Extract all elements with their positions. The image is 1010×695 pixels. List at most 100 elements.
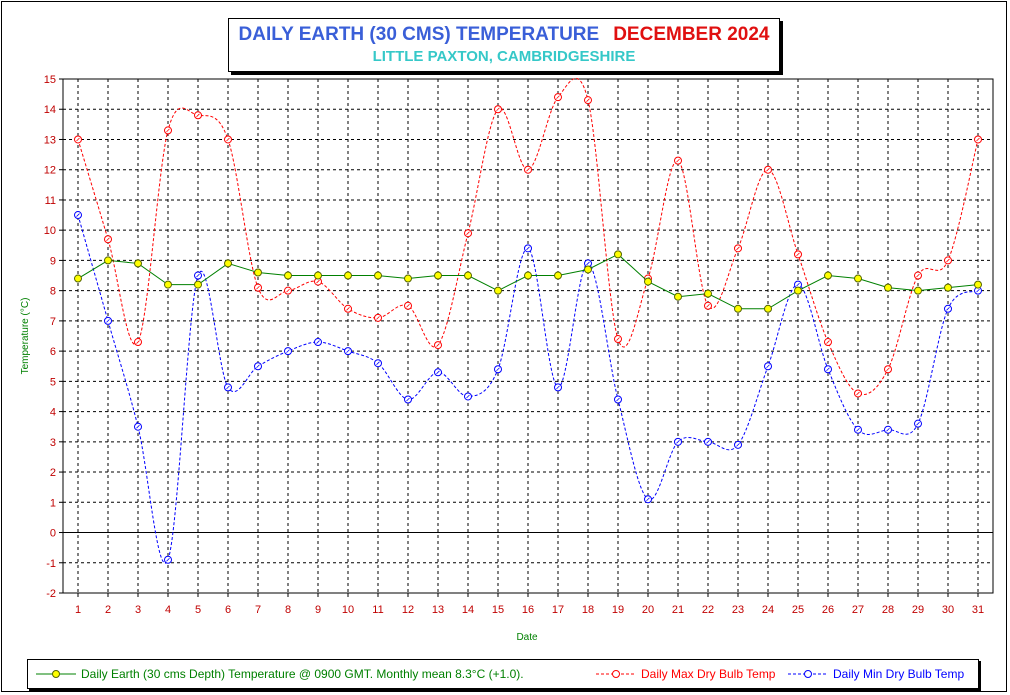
data-point-mark-max	[856, 391, 860, 396]
x-tick-label: 27	[852, 604, 864, 616]
data-point-earth	[794, 286, 802, 295]
y-tick-label: 0	[50, 528, 56, 540]
data-point-mark-min	[526, 246, 530, 251]
data-point-mark-max	[736, 246, 740, 251]
data-point-mark-min	[586, 261, 590, 266]
data-point-mark-min	[916, 421, 920, 426]
x-tick-label: 28	[882, 604, 894, 616]
data-point-mark-min	[106, 319, 110, 323]
y-tick-label: 9	[50, 255, 56, 267]
x-tick-label: 12	[402, 604, 414, 616]
data-point-earth	[524, 271, 532, 280]
data-point-mark-max	[106, 237, 110, 242]
data-point-earth	[614, 250, 622, 259]
x-tick-label: 31	[972, 604, 984, 616]
data-point-mark-max	[616, 337, 620, 341]
data-point-mark-min	[346, 349, 350, 353]
data-point-mark-min	[826, 367, 830, 372]
x-tick-label: 17	[552, 604, 564, 616]
x-tick-label: 8	[285, 604, 291, 616]
data-point-earth	[704, 289, 712, 298]
chart-title-month: DECEMBER 2024	[613, 24, 770, 45]
data-point-mark-min	[316, 340, 320, 344]
data-point-earth	[194, 280, 202, 289]
data-point-earth	[884, 283, 892, 292]
x-tick-label: 16	[522, 604, 534, 616]
data-point-earth	[314, 271, 322, 280]
y-tick-label: 7	[50, 316, 56, 328]
data-point-mark-max	[376, 316, 380, 320]
data-point-earth	[404, 274, 412, 283]
data-point-mark-min	[886, 427, 890, 432]
x-tick-label: 2	[105, 604, 111, 616]
data-point-earth	[434, 271, 442, 280]
data-point-mark-min	[136, 424, 140, 429]
data-point-mark-max	[406, 303, 410, 308]
data-point-mark-max	[826, 340, 830, 344]
data-point-mark-max	[676, 158, 680, 163]
data-point-earth	[74, 274, 82, 283]
y-tick-label: 11	[45, 195, 56, 207]
data-point-mark-max	[946, 258, 950, 263]
y-tick-label: 13	[44, 134, 56, 146]
x-tick-label: 10	[342, 604, 354, 616]
chart-title: DAILY EARTH (30 CMS) TEMPERATURE	[238, 24, 600, 45]
data-point-earth	[284, 271, 292, 280]
data-point-mark-max	[976, 137, 980, 142]
x-tick-label: 14	[462, 604, 474, 616]
legend-label-min: Daily Min Dry Bulb Temp	[833, 667, 964, 681]
data-point-mark-min	[226, 385, 230, 390]
legend-marker-max	[612, 670, 620, 678]
x-tick-label: 15	[492, 604, 504, 616]
chart-title-box: DAILY EARTH (30 CMS) TEMPERATURE DECEMBER…	[228, 18, 780, 72]
data-point-mark-max	[466, 231, 470, 235]
data-point-earth	[944, 283, 952, 292]
x-tick-label: 4	[165, 604, 171, 616]
data-point-earth	[824, 271, 832, 280]
x-tick-label: 29	[912, 604, 924, 616]
data-point-mark-min	[496, 367, 500, 372]
data-point-earth	[644, 277, 652, 286]
data-point-mark-min	[256, 364, 260, 369]
y-axis-label: Temperature (°C)	[20, 298, 31, 375]
x-tick-label: 3	[135, 604, 141, 616]
series-line-max	[77, 77, 979, 396]
chart-subtitle: LITTLE PAXTON, CAMBRIDGESHIRE	[372, 48, 636, 65]
data-point-earth	[734, 304, 742, 313]
data-point-mark-min	[736, 443, 740, 447]
data-point-mark-max	[586, 98, 590, 102]
data-point-earth	[224, 259, 232, 268]
y-tick-label: 1	[50, 497, 56, 509]
plot-border	[62, 78, 994, 594]
y-tick-label: 8	[50, 286, 56, 298]
x-tick-label: 30	[942, 604, 954, 616]
data-point-mark-max	[76, 137, 80, 142]
x-tick-label: 24	[762, 604, 774, 616]
data-point-mark-max	[226, 137, 230, 142]
chart-legend: Daily Earth (30 cms Depth) Temperature @…	[27, 659, 979, 689]
chart-grid	[63, 78, 993, 594]
data-point-mark-max	[886, 367, 890, 372]
data-point-earth	[254, 268, 262, 277]
legend-items: Daily Earth (30 cms Depth) Temperature @…	[36, 667, 964, 681]
y-tick-label: 12	[44, 165, 56, 177]
y-tick-label: -2	[46, 588, 56, 600]
legend-marker-min	[804, 670, 812, 678]
x-tick-label: 25	[792, 604, 804, 616]
series-line-earth	[77, 253, 979, 310]
data-point-mark-max	[436, 343, 440, 347]
data-point-earth	[134, 259, 142, 268]
y-tick-label: 5	[50, 376, 56, 388]
data-point-earth	[764, 304, 772, 313]
legend-label-max: Daily Max Dry Bulb Temp	[641, 667, 776, 681]
legend-label-earth: Daily Earth (30 cms Depth) Temperature @…	[81, 667, 524, 681]
x-tick-label: 22	[702, 604, 714, 616]
data-point-earth	[854, 274, 862, 283]
data-point-earth	[494, 286, 502, 295]
data-point-earth	[374, 271, 382, 280]
data-point-mark-min	[766, 364, 770, 369]
data-point-earth	[164, 280, 172, 289]
data-point-mark-max	[916, 273, 920, 278]
